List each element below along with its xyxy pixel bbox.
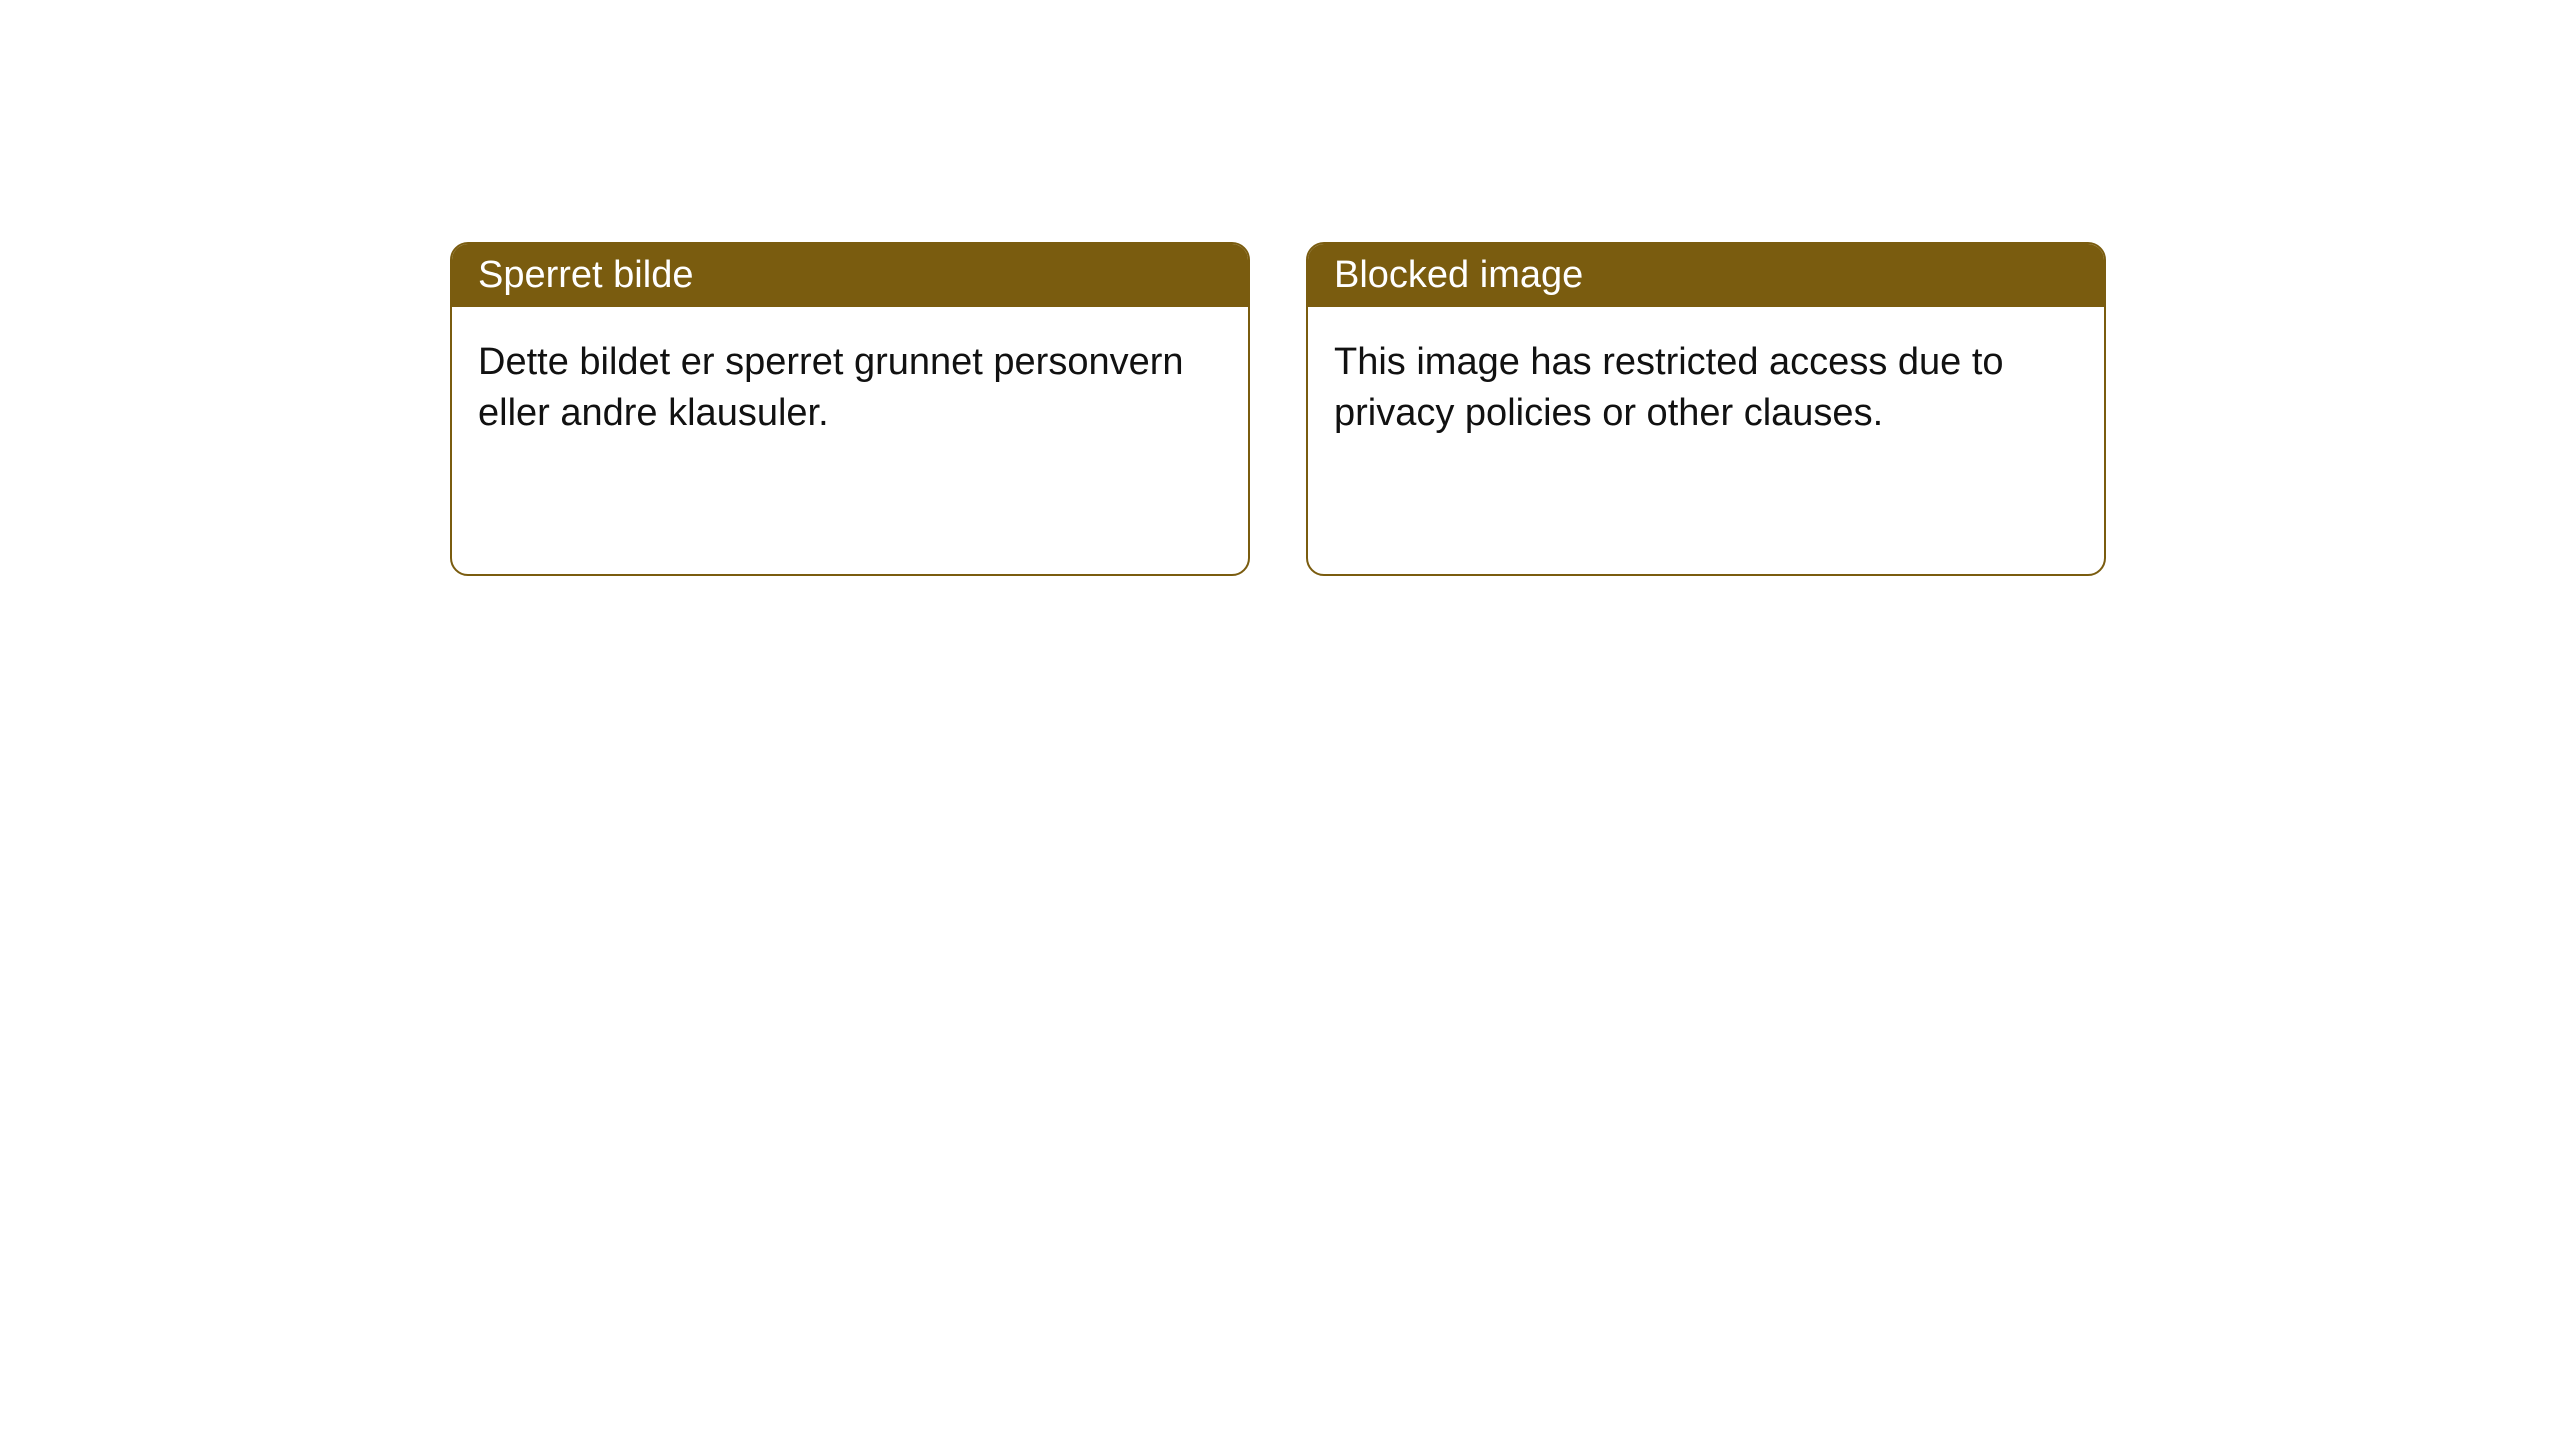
- card-body-en: This image has restricted access due to …: [1308, 307, 2104, 470]
- card-body-text-en: This image has restricted access due to …: [1334, 341, 2004, 434]
- card-body-no: Dette bildet er sperret grunnet personve…: [452, 307, 1248, 470]
- blocked-image-card-no: Sperret bilde Dette bildet er sperret gr…: [450, 242, 1250, 576]
- card-header-no: Sperret bilde: [452, 244, 1248, 307]
- card-title-en: Blocked image: [1334, 254, 1583, 296]
- cards-container: Sperret bilde Dette bildet er sperret gr…: [0, 0, 2560, 576]
- card-body-text-no: Dette bildet er sperret grunnet personve…: [478, 341, 1184, 434]
- card-header-en: Blocked image: [1308, 244, 2104, 307]
- card-title-no: Sperret bilde: [478, 254, 693, 296]
- blocked-image-card-en: Blocked image This image has restricted …: [1306, 242, 2106, 576]
